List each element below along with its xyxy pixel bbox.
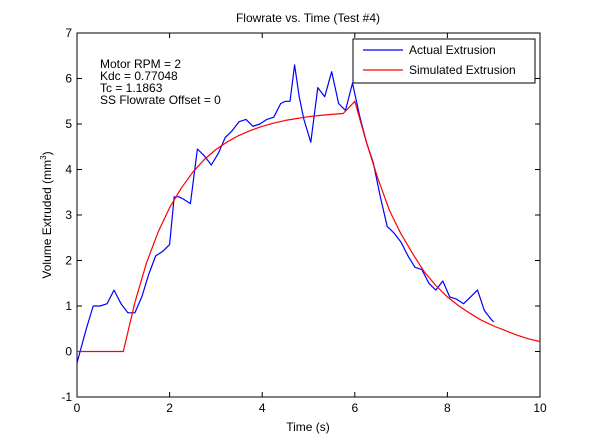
y-tick-label: 5 bbox=[65, 117, 72, 131]
series-layer bbox=[76, 64, 541, 364]
annotation-tc: Tc = 1.1863 bbox=[100, 81, 163, 95]
y-axis-label-close: ) bbox=[40, 151, 54, 155]
annotation-kdc: Kdc = 0.77048 bbox=[100, 69, 178, 83]
y-axis-label: Volume Extruded (mm3) bbox=[39, 151, 54, 278]
legend-box bbox=[352, 38, 536, 84]
plot-area bbox=[76, 32, 541, 398]
series-simulated-extrusion bbox=[77, 100, 541, 353]
chart-title: Flowrate vs. Time (Test #4) bbox=[236, 11, 380, 25]
x-axis-label: Time (s) bbox=[286, 420, 330, 434]
y-tick-label: 3 bbox=[65, 208, 72, 222]
series-actual-extrusion bbox=[76, 64, 495, 364]
annotation-block: Motor RPM = 2 Kdc = 0.77048 Tc = 1.1863 … bbox=[100, 57, 221, 107]
y-tick-label: 0 bbox=[65, 345, 72, 359]
legend-label-simulated: Simulated Extrusion bbox=[409, 63, 516, 77]
x-tick-label: 10 bbox=[533, 401, 547, 415]
y-tick-label: 1 bbox=[65, 299, 72, 313]
y-tick-label: 2 bbox=[65, 254, 72, 268]
x-tick-label: 8 bbox=[444, 401, 451, 415]
y-tick-label: 4 bbox=[65, 163, 72, 177]
y-tick-label: -1 bbox=[61, 390, 72, 404]
legend-label-actual: Actual Extrusion bbox=[409, 43, 496, 57]
legend: Actual Extrusion Simulated Extrusion bbox=[352, 38, 536, 84]
y-tick-label: 7 bbox=[65, 26, 72, 40]
annotation-motor-rpm: Motor RPM = 2 bbox=[100, 57, 181, 71]
x-tick-label: 0 bbox=[74, 401, 81, 415]
annotation-ss-flowrate-offset: SS Flowrate Offset = 0 bbox=[100, 93, 221, 107]
y-tick-label: 6 bbox=[65, 72, 72, 86]
x-tick-label: 6 bbox=[351, 401, 358, 415]
x-tick-label: 2 bbox=[166, 401, 173, 415]
y-axis-label-main: Volume Extruded (mm bbox=[40, 160, 54, 279]
x-tick-label: 4 bbox=[259, 401, 266, 415]
y-axis-label-superscript: 3 bbox=[39, 155, 48, 160]
